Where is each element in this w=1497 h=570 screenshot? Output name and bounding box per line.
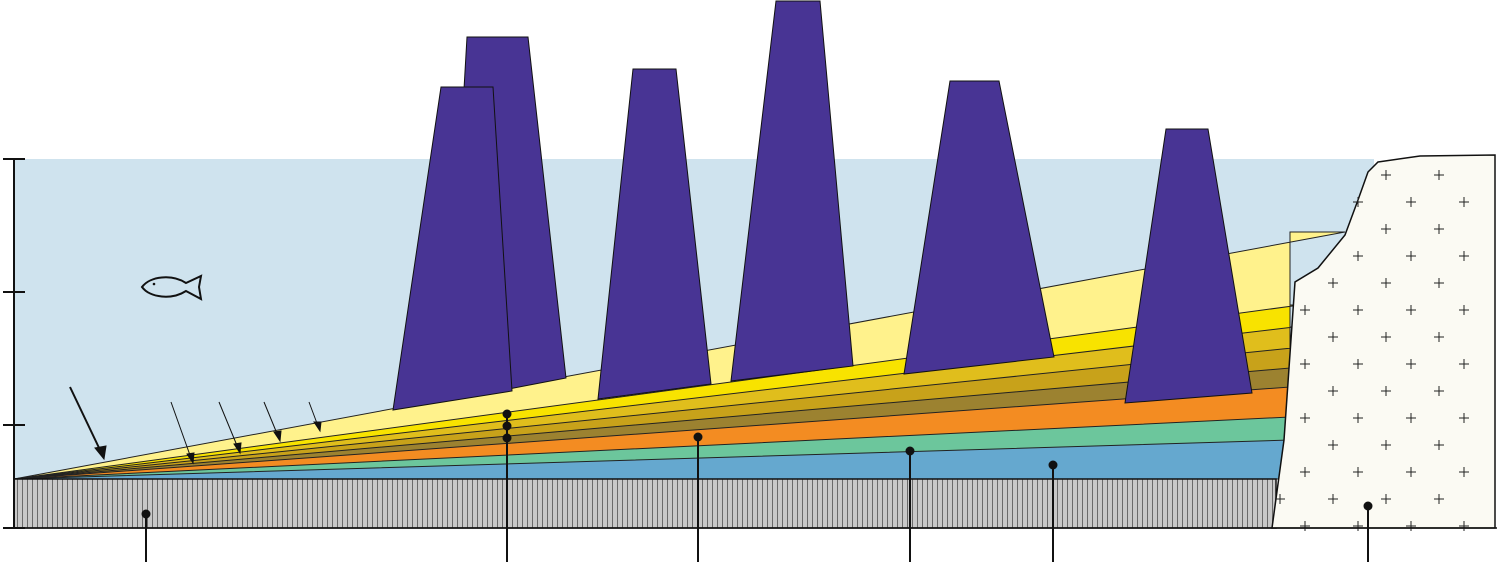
leader-dot [502, 433, 512, 443]
granite-cross-mark [1406, 413, 1416, 423]
arrowhead [273, 430, 282, 443]
granite-cross-mark [1381, 278, 1391, 288]
granite-cross-mark [1434, 170, 1444, 180]
granite-cross-mark [1381, 386, 1391, 396]
dike-2 [392, 86, 513, 411]
granite-cross-mark [1328, 386, 1338, 396]
granite-cross-mark [1459, 467, 1469, 477]
dike-6 [1124, 128, 1253, 404]
granite-cross-mark [1300, 467, 1310, 477]
deposition-arrows [69, 386, 322, 465]
granite-cross-mark [1328, 332, 1338, 342]
granite-cross-mark [1459, 413, 1469, 423]
granite-cross-mark [1406, 251, 1416, 261]
arrowhead [313, 421, 322, 433]
granite-cross-mark [1434, 494, 1444, 504]
arrowhead [186, 452, 195, 465]
granite-cross-mark [1381, 224, 1391, 234]
arrow-icon [170, 401, 192, 459]
leader-dot [502, 421, 512, 431]
leader-dot [141, 509, 151, 519]
granite-cross-mark [1406, 521, 1416, 531]
granite-cross-mark [1459, 197, 1469, 207]
granite-cross-mark [1406, 359, 1416, 369]
granite-cross-mark [1353, 251, 1363, 261]
granite-cross-mark [1353, 359, 1363, 369]
granite-cross-mark [1275, 494, 1285, 504]
arrowhead [94, 445, 107, 461]
granite-cross-mark [1406, 467, 1416, 477]
granite-cross-mark [1353, 413, 1363, 423]
granite-cross-mark [1328, 278, 1338, 288]
basement-rock [13, 478, 1277, 529]
leader-lines [141, 409, 1373, 562]
fish-icon [140, 274, 203, 301]
granite-cross-mark [1381, 170, 1391, 180]
granite-cross-mark [1328, 494, 1338, 504]
leader-dot [1048, 460, 1058, 470]
granite-cross-mark [1353, 521, 1363, 531]
granite-cross-mark [1434, 332, 1444, 342]
granite-cross-mark [1300, 521, 1310, 531]
arrow-icon [218, 401, 239, 449]
granite-cross-mark [1381, 440, 1391, 450]
granite-cross-mark [1300, 305, 1310, 315]
granite-cross-mark [1459, 251, 1469, 261]
granite-cross-mark [1353, 197, 1363, 207]
granite-cross-mark [1459, 359, 1469, 369]
dike-3 [597, 68, 712, 400]
leader-dot [502, 409, 512, 419]
granite-cross-mark [1406, 305, 1416, 315]
vertical-scale-bar [3, 158, 25, 529]
granite-cross-mark [1406, 197, 1416, 207]
granite-cross-mark [1434, 224, 1444, 234]
granite-body [1271, 154, 1496, 529]
intrusion-dikes [392, 0, 1253, 411]
granite-cross-mark [1328, 440, 1338, 450]
granite-cross-mark [1434, 440, 1444, 450]
granite-cross-mark [1459, 305, 1469, 315]
leader-dot [1363, 501, 1373, 511]
leader-dot [693, 432, 703, 442]
arrow-icon [69, 386, 102, 453]
granite-cross-mark [1300, 413, 1310, 423]
dike-4 [730, 0, 854, 382]
arrow-icon [263, 401, 279, 437]
granite-cross-mark [1434, 386, 1444, 396]
granite-cross-pattern [1275, 170, 1469, 531]
granite-cross-mark [1353, 305, 1363, 315]
leader-dot [905, 446, 915, 456]
granite-cross-mark [1434, 278, 1444, 288]
granite-cross-mark [1381, 332, 1391, 342]
granite-cross-mark [1353, 467, 1363, 477]
granite-cross-mark [1300, 359, 1310, 369]
granite-cross-mark [1459, 521, 1469, 531]
granite-cross-mark [1381, 494, 1391, 504]
arrowhead [233, 442, 242, 455]
dike-5 [903, 80, 1055, 375]
